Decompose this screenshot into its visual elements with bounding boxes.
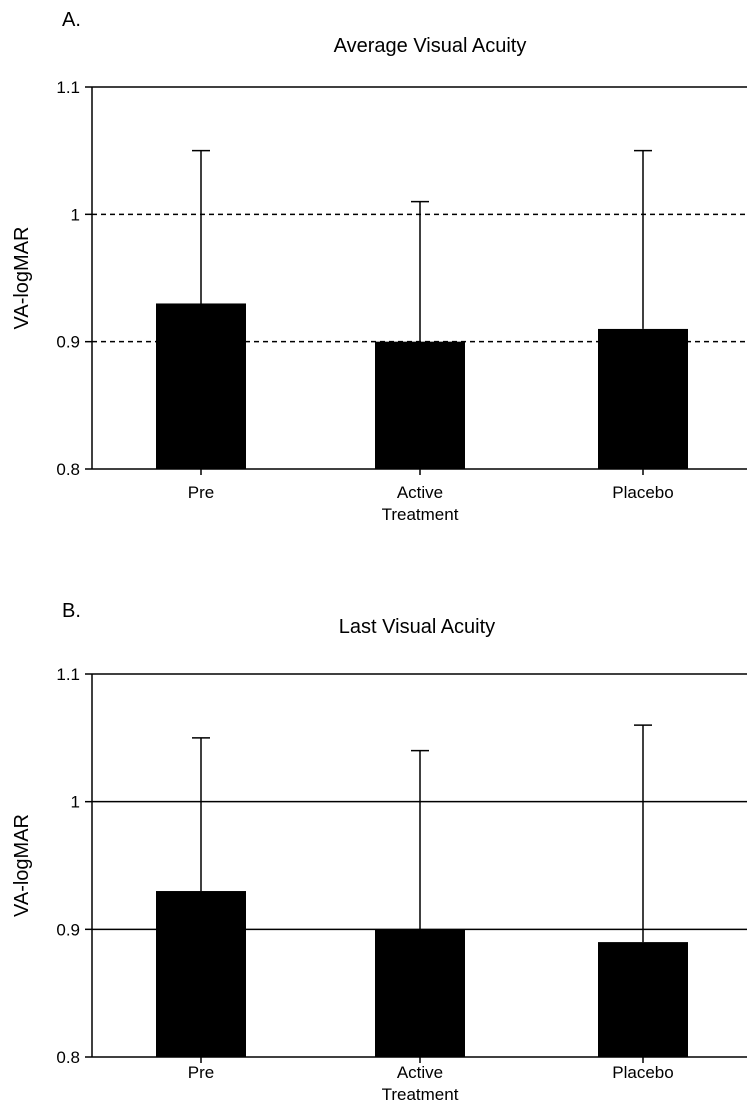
x-category-label: Pre bbox=[188, 1063, 214, 1082]
bar-1 bbox=[375, 341, 465, 469]
x-category-label: Active Treatment bbox=[382, 1063, 459, 1104]
x-category-label-line: Placebo bbox=[612, 483, 673, 502]
panel-label: B. bbox=[62, 600, 81, 622]
y-tick-label: 1.1 bbox=[56, 665, 80, 684]
y-tick-label: 1 bbox=[71, 793, 80, 812]
x-category-label-line: Active bbox=[397, 1063, 443, 1082]
x-category-label-line: Treatment bbox=[382, 505, 459, 524]
chart-title: Last Visual Acuity bbox=[339, 616, 495, 638]
x-category-label-line: Pre bbox=[188, 483, 214, 502]
y-axis-label: VA-logMAR bbox=[11, 227, 33, 330]
y-tick-label: 0.9 bbox=[56, 920, 80, 939]
x-category-label: Pre bbox=[188, 483, 214, 502]
x-category-label: Placebo bbox=[612, 1063, 673, 1082]
chart-panel-a: A. Average Visual Acuity 0.8 0.9 1 1.1 Pre Acti… bbox=[11, 9, 747, 524]
x-category-label-line: Active bbox=[397, 483, 443, 502]
y-tick-label: 0.9 bbox=[56, 333, 80, 352]
bar-0 bbox=[156, 303, 246, 469]
x-category-label-line: Treatment bbox=[382, 1085, 459, 1104]
y-tick-label: 1 bbox=[71, 205, 80, 224]
y-tick-label: 1.1 bbox=[56, 78, 80, 97]
y-tick-label: 0.8 bbox=[56, 1048, 80, 1067]
bar-1 bbox=[375, 929, 465, 1057]
y-axis-label: VA-logMAR bbox=[11, 814, 33, 917]
x-category-label: Active Treatment bbox=[382, 483, 459, 524]
panel-label: A. bbox=[62, 9, 81, 31]
chart-title: Average Visual Acuity bbox=[334, 35, 527, 57]
x-category-label: Placebo bbox=[612, 483, 673, 502]
y-tick-label: 0.8 bbox=[56, 460, 80, 479]
chart-panel-b: B. Last Visual Acuity 0.8 0.9 1 1.1 Pre Active T… bbox=[11, 600, 747, 1104]
x-category-label-line: Placebo bbox=[612, 1063, 673, 1082]
x-category-label-line: Pre bbox=[188, 1063, 214, 1082]
bar-0 bbox=[156, 891, 246, 1057]
bar-2 bbox=[598, 328, 688, 469]
bar-2 bbox=[598, 942, 688, 1057]
